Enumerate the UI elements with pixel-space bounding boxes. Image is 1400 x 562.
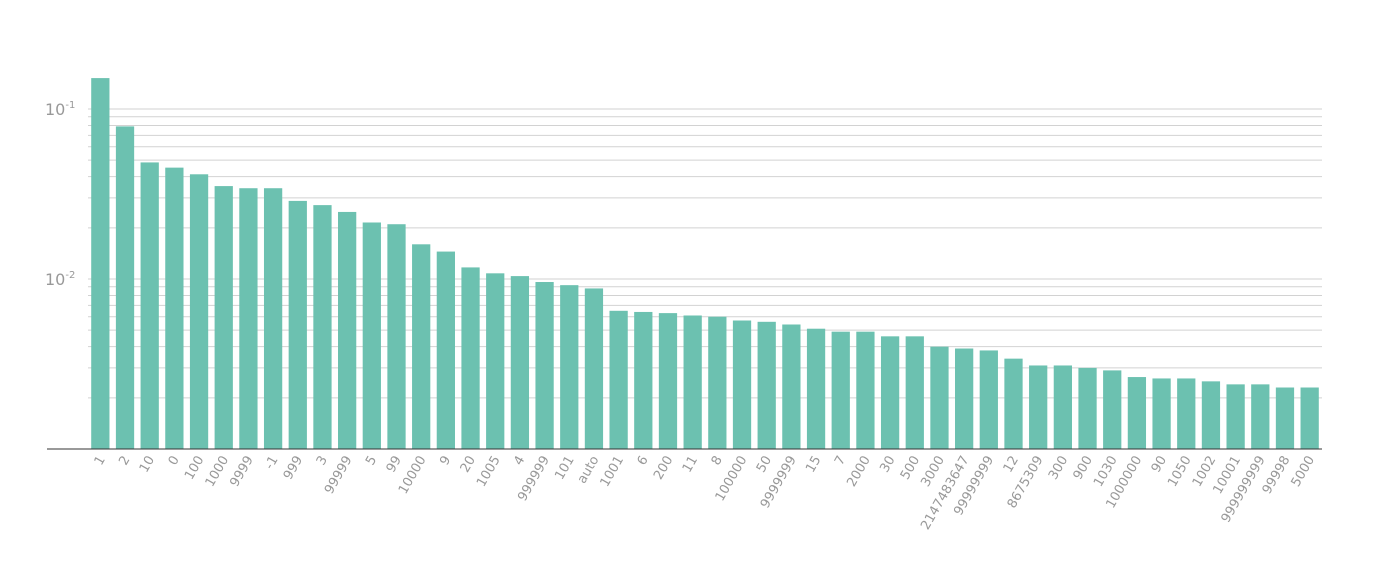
x-tick-label: 200 bbox=[651, 454, 676, 483]
x-tick-label: 15 bbox=[803, 454, 824, 476]
x-tick-label: 1005 bbox=[474, 454, 504, 490]
x-tick-label: 4 bbox=[511, 454, 528, 469]
bar bbox=[1004, 358, 1023, 449]
y-axis-ticks: 10-1 10-2 bbox=[45, 100, 75, 289]
bar bbox=[782, 324, 801, 449]
x-tick-label: 1 bbox=[92, 454, 109, 469]
x-tick-label: 5 bbox=[363, 454, 380, 469]
x-tick-label: 11 bbox=[680, 454, 701, 476]
x-tick-label: 9999 bbox=[227, 454, 257, 490]
bar bbox=[609, 310, 628, 449]
x-tick-label: 30 bbox=[877, 454, 898, 476]
bar bbox=[1226, 384, 1245, 449]
bar bbox=[979, 350, 998, 449]
bar bbox=[510, 276, 530, 449]
bar bbox=[1029, 365, 1048, 449]
bar bbox=[288, 200, 307, 449]
x-tick-label: 500 bbox=[898, 454, 923, 483]
x-tick-label: 1001 bbox=[598, 454, 628, 490]
x-tick-label: 100 bbox=[182, 454, 207, 483]
bar bbox=[313, 205, 332, 449]
x-tick-label: 8 bbox=[709, 454, 726, 469]
bar bbox=[1152, 378, 1171, 449]
bar bbox=[683, 315, 702, 449]
bar bbox=[708, 316, 727, 449]
x-tick-label: 0 bbox=[166, 454, 183, 469]
x-tick-label: 900 bbox=[1071, 454, 1096, 483]
bar bbox=[1251, 384, 1270, 449]
bar bbox=[905, 336, 924, 449]
x-tick-label: 50 bbox=[754, 454, 775, 476]
bar bbox=[165, 167, 184, 449]
bar bbox=[856, 331, 875, 449]
x-tick-label: 300 bbox=[1046, 454, 1071, 483]
x-tick-label: 5000 bbox=[1289, 454, 1319, 490]
bar bbox=[1300, 387, 1319, 449]
bar bbox=[486, 273, 505, 449]
x-tick-label: 101 bbox=[552, 454, 577, 483]
bar bbox=[584, 288, 604, 449]
bar bbox=[1103, 370, 1122, 449]
x-tick-label: 90 bbox=[1149, 454, 1170, 476]
bar bbox=[1201, 381, 1221, 449]
bar bbox=[189, 174, 209, 450]
bar bbox=[732, 320, 752, 449]
bar bbox=[115, 126, 135, 450]
bar bbox=[1127, 377, 1147, 449]
x-tick-label: -1 bbox=[262, 454, 281, 473]
x-tick-label: 2 bbox=[116, 454, 133, 469]
bar bbox=[461, 267, 480, 449]
bar bbox=[955, 348, 974, 449]
bar bbox=[1275, 387, 1295, 449]
x-tick-label: 6 bbox=[635, 454, 652, 469]
bar bbox=[1078, 367, 1097, 449]
x-tick-label: 12 bbox=[1001, 454, 1022, 476]
bar bbox=[412, 244, 431, 449]
x-tick-label: 1050 bbox=[1165, 454, 1195, 490]
x-tick-label: 1000 bbox=[203, 454, 233, 490]
x-tick-label: 7 bbox=[832, 454, 849, 469]
bar bbox=[806, 328, 826, 449]
bar bbox=[362, 222, 381, 449]
bar bbox=[1053, 365, 1072, 449]
y-tick-label: 10-1 bbox=[45, 100, 75, 119]
x-tick-label: 3 bbox=[314, 454, 331, 469]
bar bbox=[338, 211, 357, 449]
bar bbox=[263, 188, 283, 449]
x-tick-label: 2000 bbox=[844, 454, 874, 490]
y-tick-label: 10-2 bbox=[45, 270, 75, 289]
bar bbox=[658, 313, 678, 449]
bar bbox=[387, 224, 406, 449]
x-tick-label: 10 bbox=[137, 454, 158, 476]
bar bbox=[757, 321, 776, 449]
bar bbox=[560, 285, 579, 449]
bar bbox=[214, 186, 233, 449]
x-tick-label: 999 bbox=[281, 454, 306, 483]
bar bbox=[634, 311, 653, 449]
bar bbox=[140, 162, 159, 450]
x-tick-label: 9 bbox=[437, 454, 454, 469]
bar bbox=[831, 331, 850, 449]
x-tick-label: 20 bbox=[458, 454, 479, 476]
bar bbox=[91, 78, 110, 449]
bars bbox=[91, 78, 1319, 450]
bar bbox=[535, 282, 554, 449]
bar bbox=[436, 251, 455, 449]
bar bbox=[930, 346, 949, 449]
x-tick-label: 99 bbox=[384, 454, 405, 476]
bar bbox=[1177, 378, 1196, 449]
bar bbox=[880, 336, 900, 449]
bar bbox=[239, 188, 258, 449]
